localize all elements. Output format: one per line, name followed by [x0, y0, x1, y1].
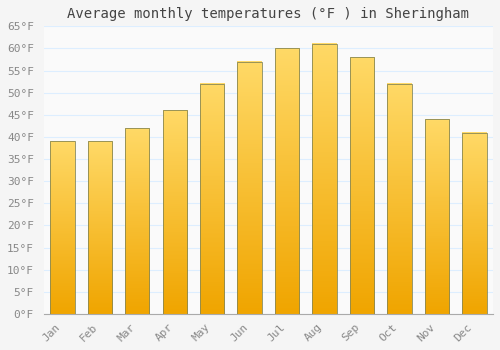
Bar [462, 133, 486, 314]
Bar [350, 57, 374, 314]
Bar [125, 128, 150, 314]
Bar [388, 84, 411, 314]
Bar [424, 119, 449, 314]
Bar [162, 110, 187, 314]
Title: Average monthly temperatures (°F ) in Sheringham: Average monthly temperatures (°F ) in Sh… [68, 7, 469, 21]
Bar [312, 44, 336, 314]
Bar [88, 141, 112, 314]
Bar [275, 48, 299, 314]
Bar [238, 62, 262, 314]
Bar [200, 84, 224, 314]
Bar [50, 141, 74, 314]
